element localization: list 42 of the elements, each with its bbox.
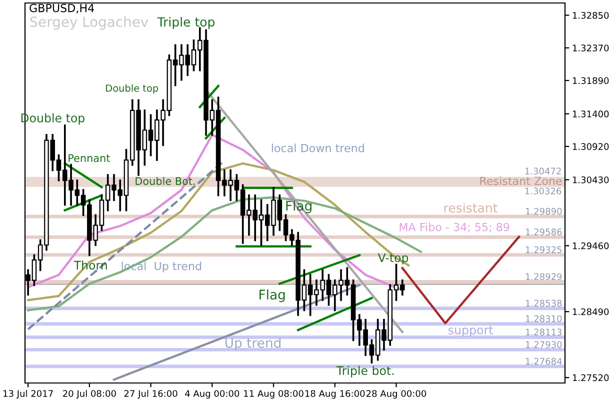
annotation: Pennant (68, 154, 110, 162)
band-label: Resistant Zone (480, 176, 562, 186)
y-tick-label: 1.32850 (572, 12, 609, 19)
x-tick-label: 13 Jul 2017 (4, 390, 53, 399)
x-tick-label: 27 Jul 16:00 (124, 390, 178, 399)
ref-line-label: 1.28538 (526, 300, 562, 307)
y-tick-label: 1.31890 (572, 77, 609, 84)
annotation: resistant (444, 202, 498, 213)
y-tick-label: 1.31400 (572, 110, 609, 118)
x-tick-label: 18 Aug 16:00 (305, 390, 365, 399)
annotation: Double top (106, 84, 158, 94)
x-tick-label: 11 Aug 08:00 (244, 390, 304, 399)
annotation: 1.30472 (525, 168, 561, 175)
annotation: Flag (286, 200, 312, 214)
ref-line-label: 1.27684 (526, 358, 562, 365)
y-tick-label: 1.28490 (572, 308, 609, 316)
ref-line-label: 1.28113 (526, 328, 562, 336)
line-series (26, 196, 422, 312)
ref-line-label: 1.29586 (526, 228, 562, 236)
annotation: 1.30326 (525, 188, 562, 194)
y-tick-label: 1.30920 (572, 143, 609, 150)
y-tick-label: 1.29460 (572, 242, 609, 250)
annotation: Flag (260, 289, 285, 302)
y-tick-label: 1.30430 (572, 176, 609, 184)
annotation: support (448, 326, 493, 337)
ref-line-label: 1.28929 (526, 273, 562, 280)
ref-line-label: 1.28310 (526, 315, 562, 322)
annotation: Triple bot. (336, 366, 394, 378)
x-tick-label: 4 Aug 00:00 (185, 390, 240, 399)
ref-line-label: 1.27930 (526, 341, 562, 348)
annotation: local Down trend (272, 144, 364, 152)
y-tick-label: 1.32370 (572, 44, 609, 52)
annotation: Double Bot. (136, 176, 195, 186)
annotation: MA Fibo - 34; 55; 89 (400, 222, 510, 232)
y-tick-label: 1.27520 (572, 374, 609, 382)
x-tick-label: 20 Jul 08:00 (63, 390, 116, 399)
ref-line-label: 1.29325 (526, 246, 562, 254)
chart-title: GBPUSD,H4 (30, 4, 94, 14)
ref-line-label: 1.29890 (526, 208, 562, 215)
annotation: Up trend (225, 338, 281, 350)
annotation: Triple top (157, 16, 215, 30)
x-tick-label: 28 Aug 00:00 (366, 390, 426, 399)
